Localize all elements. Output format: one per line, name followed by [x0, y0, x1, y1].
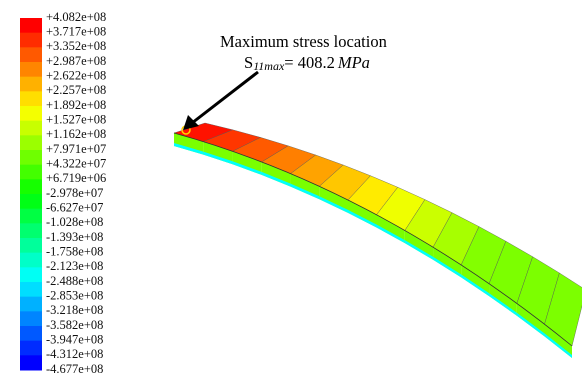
legend-label: -3.947e+08	[46, 333, 103, 347]
legend-band	[20, 165, 42, 180]
legend-label: +1.527e+08	[46, 113, 106, 127]
legend-band	[20, 33, 42, 48]
legend-label: +1.162e+08	[46, 127, 106, 141]
legend-label: +2.257e+08	[46, 83, 106, 97]
legend-label: -2.978e+07	[46, 186, 103, 200]
legend-band	[20, 179, 42, 194]
legend-label: -2.488e+08	[46, 274, 103, 288]
legend-band	[20, 209, 42, 224]
subscript: 11max	[253, 59, 285, 73]
legend-label: +2.987e+08	[46, 54, 106, 68]
legend-label: +4.082e+08	[46, 10, 106, 24]
legend-label: -1.758e+08	[46, 245, 103, 259]
legend-label: -1.028e+08	[46, 215, 103, 229]
legend-label: -3.582e+08	[46, 318, 103, 332]
legend-band	[20, 223, 42, 238]
beam-edge	[174, 133, 572, 346]
legend-band	[20, 121, 42, 136]
legend-band	[20, 47, 42, 62]
legend-band	[20, 267, 42, 282]
figure: +4.082e+08+3.717e+08+3.352e+08+2.987e+08…	[0, 0, 582, 383]
arrow-line	[192, 72, 258, 123]
symbol: S	[244, 53, 253, 72]
legend-band	[20, 238, 42, 253]
legend-label: +7.971e+07	[46, 142, 106, 156]
legend-label: -4.677e+08	[46, 362, 103, 376]
legend-label: -2.853e+08	[46, 289, 103, 303]
beam	[174, 123, 582, 358]
legend-band	[20, 341, 42, 356]
legend-band	[20, 18, 42, 33]
equals: = 408.2	[284, 53, 335, 72]
legend-label: +3.352e+08	[46, 39, 106, 53]
legend-label: +1.892e+08	[46, 98, 106, 112]
legend-band	[20, 282, 42, 297]
legend-band	[20, 355, 42, 370]
legend-label: -1.393e+08	[46, 230, 103, 244]
legend-label: -3.218e+08	[46, 303, 103, 317]
legend: +4.082e+08+3.717e+08+3.352e+08+2.987e+08…	[20, 10, 106, 376]
legend-band	[20, 253, 42, 268]
legend-band	[20, 77, 42, 92]
page: +4.082e+08+3.717e+08+3.352e+08+2.987e+08…	[0, 0, 582, 383]
legend-band	[20, 62, 42, 77]
legend-band	[20, 135, 42, 150]
legend-label: -6.627e+07	[46, 201, 103, 215]
legend-band	[20, 326, 42, 341]
unit: MPa	[337, 53, 370, 72]
legend-label: +6.719e+06	[46, 171, 106, 185]
legend-label: +2.622e+08	[46, 69, 106, 83]
legend-band	[20, 106, 42, 121]
legend-label: +3.717e+08	[46, 25, 106, 39]
legend-band	[20, 194, 42, 209]
legend-band	[20, 91, 42, 106]
legend-band	[20, 297, 42, 312]
legend-band	[20, 311, 42, 326]
legend-band	[20, 150, 42, 165]
legend-label: -4.312e+08	[46, 347, 103, 361]
annotation-title: Maximum stress location	[220, 32, 387, 51]
legend-label: +4.322e+07	[46, 157, 106, 171]
legend-label: -2.123e+08	[46, 259, 103, 273]
